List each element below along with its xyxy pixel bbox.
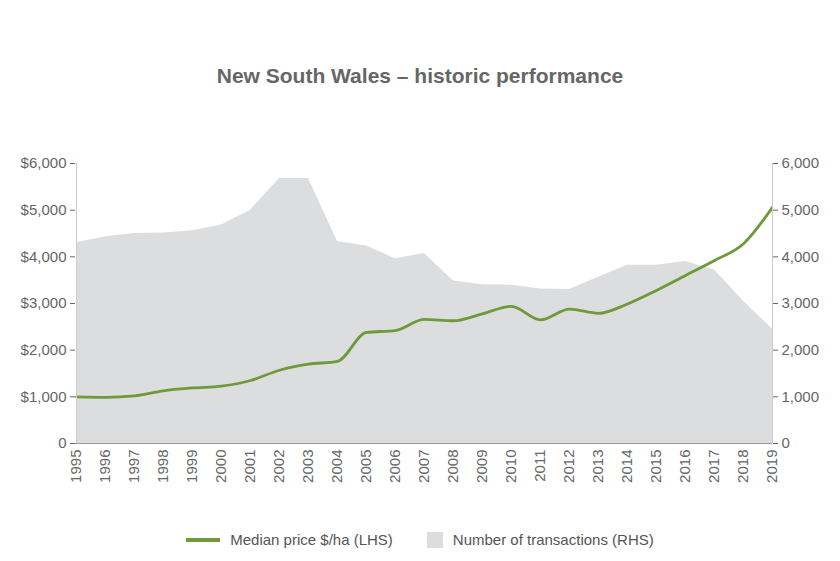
svg-text:$3,000: $3,000 [21,294,67,311]
svg-text:2017: 2017 [705,450,722,483]
svg-text:2013: 2013 [589,450,606,483]
svg-text:1996: 1996 [96,450,113,483]
svg-text:2008: 2008 [444,450,461,483]
svg-text:2016: 2016 [676,450,693,483]
svg-text:2001: 2001 [241,450,258,483]
svg-text:$2,000: $2,000 [21,341,67,358]
html-text:Number of transactions (RHS): Number of transactions (RHS) [452,531,654,548]
svg-text:1998: 1998 [154,450,171,483]
svg-text:2010: 2010 [502,450,519,483]
svg-text:4,000: 4,000 [782,248,820,265]
html-text:Median price $/ha (LHS): Median price $/ha (LHS) [230,531,393,548]
svg-text:1997: 1997 [125,450,142,483]
svg-text:2009: 2009 [473,450,490,483]
html-text:New South Wales – historic per: New South Wales – historic performance [216,64,624,87]
svg-text:$6,000: $6,000 [21,154,67,171]
svg-text:2011: 2011 [531,450,548,482]
svg-text:2014: 2014 [618,450,635,483]
svg-text:5,000: 5,000 [782,201,820,218]
svg-text:$4,000: $4,000 [21,248,67,265]
svg-text:0: 0 [58,434,66,451]
svg-text:0: 0 [782,434,790,451]
svg-text:2005: 2005 [357,450,374,483]
svg-text:2004: 2004 [328,450,345,483]
svg-text:1999: 1999 [183,450,200,483]
svg-text:1995: 1995 [67,450,84,483]
svg-text:2018: 2018 [734,450,751,483]
svg-text:2012: 2012 [560,450,577,483]
svg-text:2007: 2007 [415,450,432,483]
svg-text:2006: 2006 [386,450,403,483]
svg-text:3,000: 3,000 [782,294,820,311]
svg-text:2019: 2019 [763,450,780,483]
svg-text:1,000: 1,000 [782,388,820,405]
svg-text:6,000: 6,000 [782,154,820,171]
svg-text:2003: 2003 [299,450,316,483]
svg-text:2015: 2015 [647,450,664,483]
svg-text:$1,000: $1,000 [21,388,67,405]
svg-text:2002: 2002 [270,450,287,483]
svg-text:$5,000: $5,000 [21,201,67,218]
svg-text:2000: 2000 [212,450,229,483]
svg-text:2,000: 2,000 [782,341,820,358]
